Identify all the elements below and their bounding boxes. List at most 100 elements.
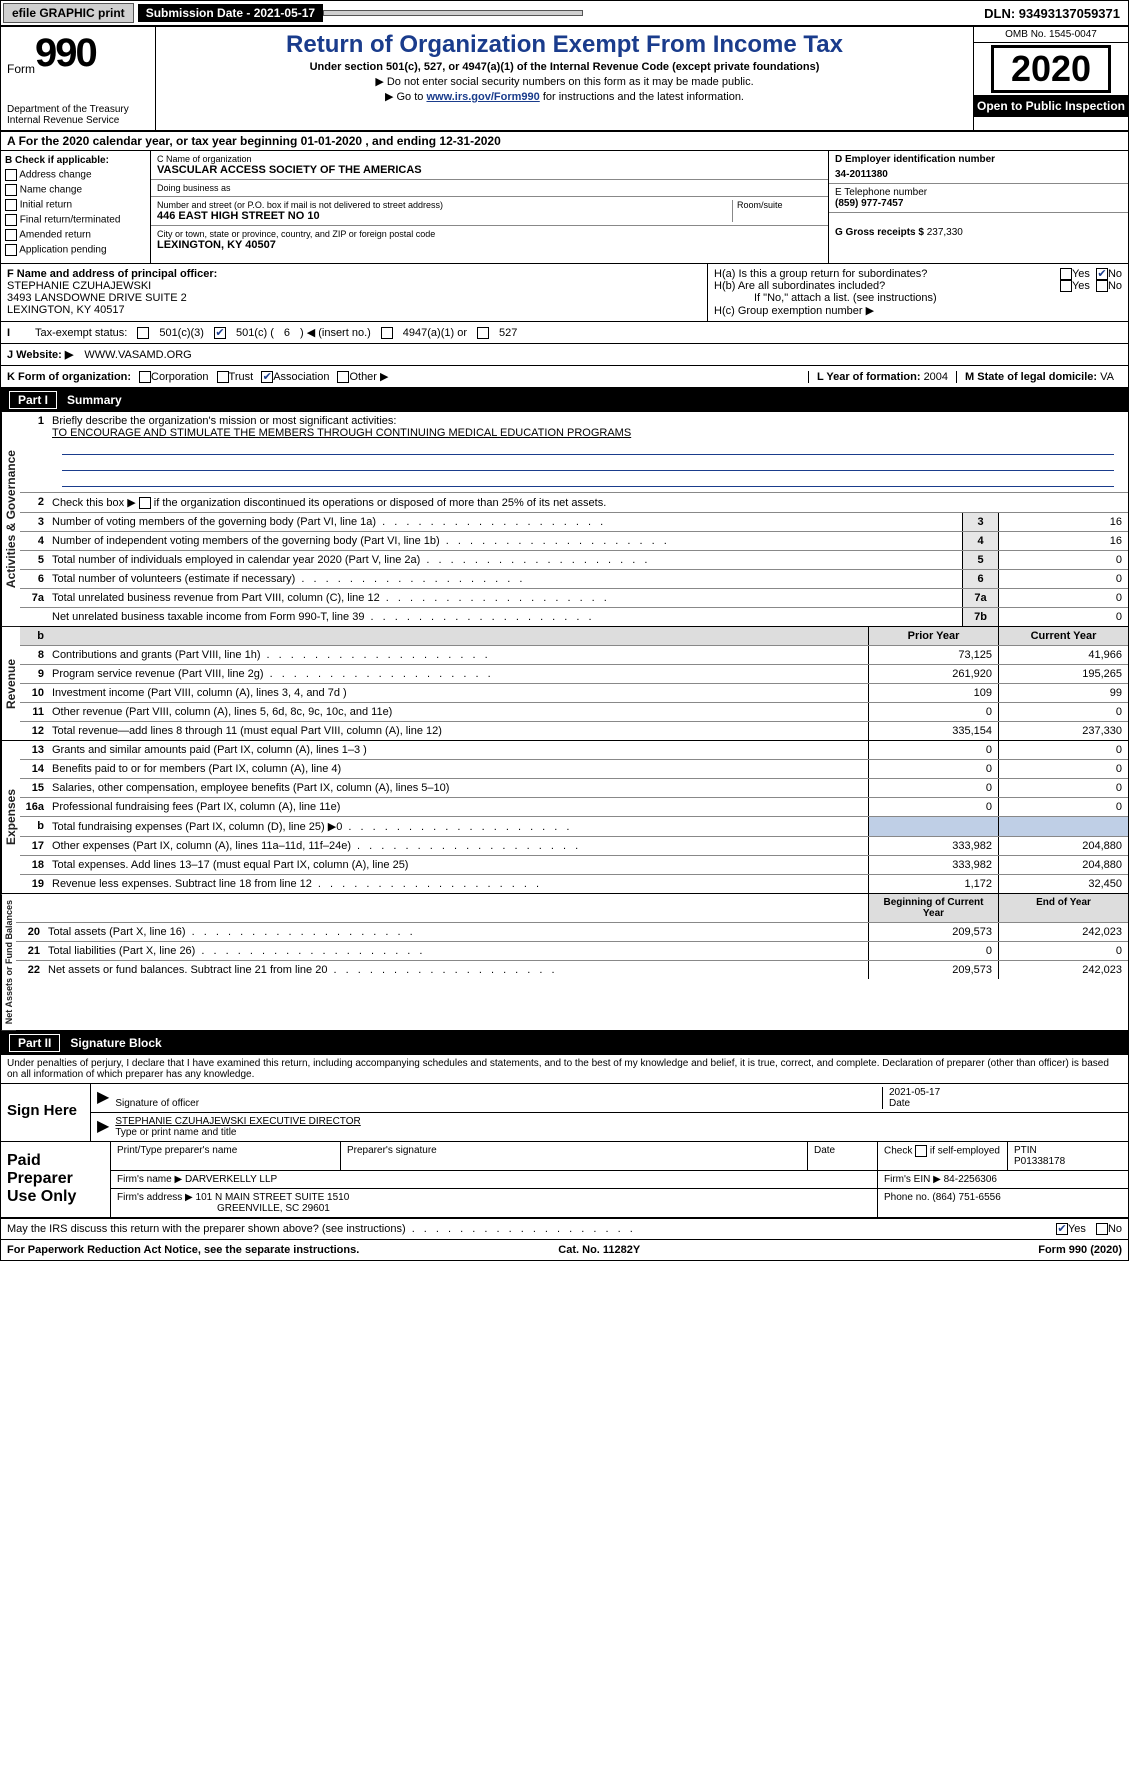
row-text: Total unrelated business revenue from Pa… <box>48 589 962 607</box>
row-text: Other expenses (Part IX, column (A), lin… <box>48 837 868 855</box>
ptin-label: PTIN <box>1014 1145 1122 1156</box>
box-degh: D Employer identification number 34-2011… <box>828 151 1128 263</box>
chk-corp[interactable] <box>139 371 151 383</box>
row-current: 242,023 <box>998 923 1128 941</box>
chk-501c3[interactable] <box>137 327 149 339</box>
ptin-value: P01338178 <box>1014 1156 1122 1167</box>
irs-link[interactable]: www.irs.gov/Form990 <box>426 91 539 103</box>
firm-ein-label: Firm's EIN ▶ <box>884 1174 941 1185</box>
website-value: WWW.VASAMD.ORG <box>84 349 191 361</box>
officer-addr1: 3493 LANSDOWNE DRIVE SUITE 2 <box>7 292 701 304</box>
discuss-row: May the IRS discuss this return with the… <box>1 1219 1128 1240</box>
part-ii-title: Signature Block <box>70 1036 161 1050</box>
discuss-yes[interactable] <box>1056 1223 1068 1235</box>
row-value: 0 <box>998 551 1128 569</box>
chk-501c[interactable] <box>214 327 226 339</box>
box-j: J Website: ▶ WWW.VASAMD.ORG <box>1 344 1128 366</box>
form-word: Form <box>7 62 35 76</box>
row-value: 0 <box>998 608 1128 626</box>
row-value: 0 <box>998 589 1128 607</box>
tax-year: 2020 <box>991 45 1111 93</box>
firm-addr2: GREENVILLE, SC 29601 <box>117 1203 871 1214</box>
chk-app-pending[interactable]: Application pending <box>5 244 146 256</box>
row-text: Total expenses. Add lines 13–17 (must eq… <box>48 856 868 874</box>
box-klm: K Form of organization: Corporation Trus… <box>1 366 1128 388</box>
blank-pill <box>323 10 583 16</box>
summary-row: 5Total number of individuals employed in… <box>20 551 1128 570</box>
ha-no[interactable] <box>1096 268 1108 280</box>
chk-final-return[interactable]: Final return/terminated <box>5 214 146 226</box>
chk-4947[interactable] <box>381 327 393 339</box>
summary-row: 16aProfessional fundraising fees (Part I… <box>20 798 1128 817</box>
box-i: I Tax-exempt status: 501(c)(3) 501(c) ( … <box>1 322 1128 344</box>
chk-amended[interactable]: Amended return <box>5 229 146 241</box>
row-text: Investment income (Part VIII, column (A)… <box>48 684 868 702</box>
row-box-num: 7b <box>962 608 998 626</box>
box-b: B Check if applicable: Address change Na… <box>1 151 151 263</box>
sign-here-label: Sign Here <box>1 1084 91 1141</box>
section-netassets: Net Assets or Fund Balances Beginning of… <box>1 894 1128 1031</box>
arrow-icon: ▶ <box>97 1116 109 1138</box>
summary-row: 7aTotal unrelated business revenue from … <box>20 589 1128 608</box>
row-current: 0 <box>998 798 1128 816</box>
phone-value: (859) 977-7457 <box>835 198 1122 209</box>
section-revenue: Revenue b Prior Year Current Year 8Contr… <box>1 627 1128 741</box>
note-goto: ▶ Go to www.irs.gov/Form990 for instruct… <box>164 90 965 103</box>
footer-row: For Paperwork Reduction Act Notice, see … <box>1 1240 1128 1260</box>
chk-initial-return[interactable]: Initial return <box>5 199 146 211</box>
sig-name-label: Type or print name and title <box>115 1127 1122 1138</box>
row-current: 204,880 <box>998 856 1128 874</box>
header-row: Form 990 Department of the Treasury Inte… <box>1 27 1128 132</box>
note2-pre: ▶ Go to <box>385 91 426 103</box>
hb-yes[interactable] <box>1060 280 1072 292</box>
prep-sig-hdr: Preparer's signature <box>341 1142 808 1170</box>
hb-no[interactable] <box>1096 280 1108 292</box>
part-i-header: Part I Summary <box>1 388 1128 412</box>
summary-row: 6Total number of volunteers (estimate if… <box>20 570 1128 589</box>
efile-button[interactable]: efile GRAPHIC print <box>3 3 134 23</box>
row-prior: 0 <box>868 779 998 797</box>
blank-line <box>62 473 1114 487</box>
city-label: City or town, state or province, country… <box>157 229 822 239</box>
side-rev: Revenue <box>1 627 20 740</box>
room-label: Room/suite <box>737 200 822 210</box>
chk-other[interactable] <box>337 371 349 383</box>
note-nossn: ▶ Do not enter social security numbers o… <box>164 75 965 88</box>
mission-text: TO ENCOURAGE AND STIMULATE THE MEMBERS T… <box>52 427 1124 439</box>
street-value: 446 EAST HIGH STREET NO 10 <box>157 210 732 222</box>
chk-trust[interactable] <box>217 371 229 383</box>
chk-address-change[interactable]: Address change <box>5 169 146 181</box>
row-prior: 0 <box>868 760 998 778</box>
form-page: efile GRAPHIC print Submission Date - 20… <box>0 0 1129 1261</box>
row-text: Net assets or fund balances. Subtract li… <box>44 961 868 979</box>
row-prior: 209,573 <box>868 961 998 979</box>
ha-yes[interactable] <box>1060 268 1072 280</box>
row-prior: 1,172 <box>868 875 998 893</box>
l-value: 2004 <box>924 371 948 383</box>
chk-assoc[interactable] <box>261 371 273 383</box>
tax-exempt-label: Tax-exempt status: <box>35 327 127 339</box>
ein-label: D Employer identification number <box>835 154 1122 165</box>
row-value: 0 <box>998 570 1128 588</box>
row-current: 0 <box>998 942 1128 960</box>
part-ii-no: Part II <box>9 1034 60 1052</box>
hdr-current-year: Current Year <box>998 627 1128 645</box>
form-number: 990 <box>35 31 96 76</box>
row-prior: 261,920 <box>868 665 998 683</box>
dept-label: Department of the Treasury Internal Reve… <box>7 104 149 126</box>
row-current: 0 <box>998 760 1128 778</box>
row-text: Benefits paid to or for members (Part IX… <box>48 760 868 778</box>
chk-name-change[interactable]: Name change <box>5 184 146 196</box>
summary-row: 8Contributions and grants (Part VIII, li… <box>20 646 1128 665</box>
row-text: Contributions and grants (Part VIII, lin… <box>48 646 868 664</box>
firm-phone-label: Phone no. <box>884 1192 930 1203</box>
side-net: Net Assets or Fund Balances <box>1 894 16 1030</box>
row-text: Grants and similar amounts paid (Part IX… <box>48 741 868 759</box>
row-prior: 333,982 <box>868 856 998 874</box>
chk-discontinued[interactable] <box>139 497 151 509</box>
chk-527[interactable] <box>477 327 489 339</box>
q2-label: Check this box ▶ if the organization dis… <box>48 493 1128 512</box>
sign-here-block: Sign Here ▶ Signature of officer 2021-05… <box>1 1084 1128 1142</box>
discuss-no[interactable] <box>1096 1223 1108 1235</box>
chk-self-employed[interactable] <box>915 1145 927 1157</box>
